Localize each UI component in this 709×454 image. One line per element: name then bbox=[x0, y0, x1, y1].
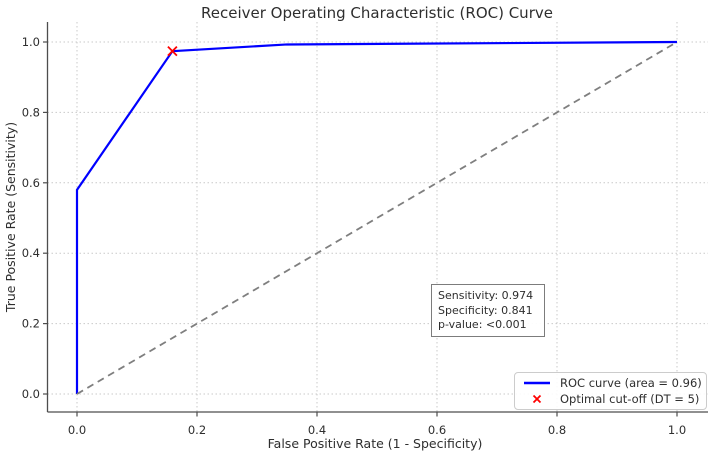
y-tick-label: 0.8 bbox=[22, 105, 40, 119]
y-axis-label: True Positive Rate (Sensitivity) bbox=[3, 122, 18, 313]
x-tick-label: 0.8 bbox=[548, 423, 566, 437]
x-tick-label: 0.6 bbox=[428, 423, 446, 437]
y-tick-label: 1.0 bbox=[22, 35, 40, 49]
y-tick-label: 0.2 bbox=[22, 317, 40, 331]
chance-diagonal-line bbox=[76, 41, 678, 395]
chart-title: Receiver Operating Characteristic (ROC) … bbox=[201, 4, 553, 22]
roc-line-swatch bbox=[521, 380, 553, 386]
legend-item-roc-curve: ROC curve (area = 0.96) bbox=[521, 375, 702, 391]
annotation-line-specificity: Specificity: 0.841 bbox=[438, 303, 533, 317]
annotation-line-pvalue: p-value: <0.001 bbox=[438, 318, 527, 331]
annotation-line-sensitivity: Sensitivity: 0.974 bbox=[438, 289, 534, 302]
x-tick-label: 1.0 bbox=[668, 423, 686, 437]
cutoff-marker-swatch bbox=[521, 393, 553, 405]
axes-layer: 0.0 0.2 0.4 0.6 0.8 1.0 0.0 0.2 0.4 0.6 0.8 1.0 bbox=[22, 22, 708, 437]
x-axis-label: False Positive Rate (1 - Specificity) bbox=[268, 436, 483, 451]
x-tick-label: 0.4 bbox=[308, 423, 326, 437]
legend-item-optimal-cutoff: Optimal cut-off (DT = 5) bbox=[521, 391, 702, 407]
x-tick-label: 0.0 bbox=[68, 423, 86, 437]
data-layer bbox=[75, 40, 678, 395]
x-marker-icon bbox=[532, 394, 542, 404]
optimal-cutoff-marker bbox=[167, 46, 178, 57]
y-tick-label: 0.6 bbox=[22, 176, 40, 190]
x-tick-label: 0.2 bbox=[188, 423, 206, 437]
legend: ROC curve (area = 0.96) Optimal cut-off … bbox=[514, 372, 707, 410]
y-tick-label: 0.0 bbox=[22, 387, 40, 401]
legend-label-roc-curve: ROC curve (area = 0.96) bbox=[560, 376, 702, 390]
x-marker-sample bbox=[532, 394, 542, 404]
roc-line-sample-icon bbox=[524, 381, 550, 385]
stats-annotation-box: Sensitivity: 0.974 Specificity: 0.841 p-… bbox=[431, 284, 545, 337]
y-tick-label: 0.4 bbox=[22, 246, 40, 260]
legend-label-optimal-cutoff: Optimal cut-off (DT = 5) bbox=[560, 392, 700, 406]
